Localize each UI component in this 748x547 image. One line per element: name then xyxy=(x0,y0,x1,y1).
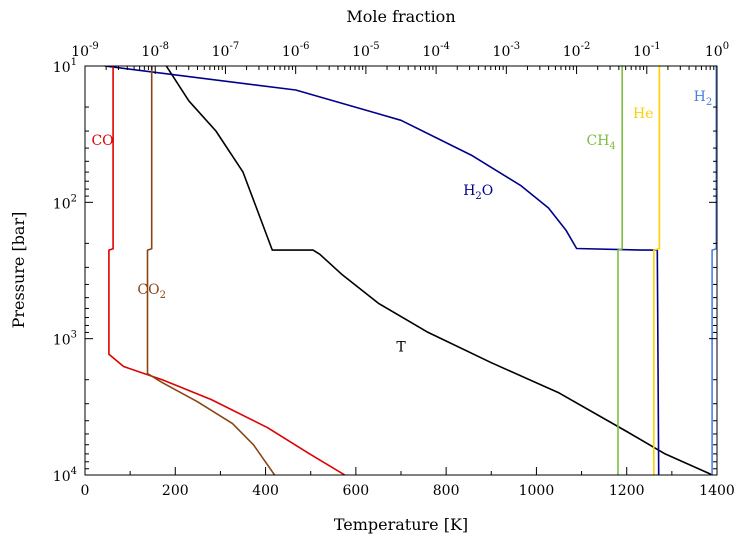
x2-tick-label: 10-3 xyxy=(493,41,521,60)
series-line-he xyxy=(653,66,661,475)
x2-tick-label: 10-7 xyxy=(212,41,240,60)
series-line-ch4 xyxy=(617,66,623,475)
series-line-t xyxy=(165,66,713,475)
x2-tick-label: 10-4 xyxy=(422,41,450,60)
x-tick-label: 1200 xyxy=(609,483,645,499)
series-line-h2 xyxy=(711,66,717,475)
ticks-layer: 0 200 400 600 800 1000 1200 1400 10-9 10-8 10-7 10-… xyxy=(53,41,735,499)
series-line-h2o xyxy=(104,66,660,475)
series-line-co xyxy=(108,66,346,475)
x2-tick-label: 10-8 xyxy=(141,41,169,60)
y-tick-label: 104 xyxy=(53,466,77,485)
x-tick-label: 200 xyxy=(162,483,189,499)
x2-tick-label: 10-2 xyxy=(563,41,591,60)
x-axis-title: Temperature [K] xyxy=(334,515,468,534)
x2-tick-label: 10-5 xyxy=(352,41,380,60)
y-tick-label: 102 xyxy=(53,193,77,212)
y-axis-title: Pressure [bar] xyxy=(9,212,28,329)
series-label-ch4: CH4 xyxy=(586,133,615,152)
series-label-h2: H2 xyxy=(694,89,713,108)
x2-tick-label: 10-6 xyxy=(282,41,310,60)
x-tick-label: 800 xyxy=(433,483,460,499)
x-tick-label: 1400 xyxy=(699,483,735,499)
x-tick-label: 1000 xyxy=(519,483,555,499)
series-layer xyxy=(104,66,717,475)
y-tick-label: 103 xyxy=(53,330,77,349)
series-label-t: T xyxy=(396,339,406,355)
x-tick-label: 400 xyxy=(252,483,279,499)
x2-tick-label: 100 xyxy=(705,41,729,60)
x-tick-label: 0 xyxy=(81,483,90,499)
series-line-co2 xyxy=(146,66,276,475)
series-label-he: He xyxy=(633,106,654,122)
series-labels: T H2O CO CO2 CH4 He H2 xyxy=(91,89,712,356)
y-tick-label: 101 xyxy=(53,57,77,76)
series-label-co2: CO2 xyxy=(137,282,166,301)
x2-tick-label: 10-9 xyxy=(71,41,99,60)
series-label-h2o: H2O xyxy=(463,183,493,202)
x2-axis-title: Mole fraction xyxy=(346,7,455,26)
x-tick-label: 600 xyxy=(342,483,369,499)
series-label-co: CO xyxy=(91,133,113,149)
x2-tick-label: 10-1 xyxy=(633,41,661,60)
